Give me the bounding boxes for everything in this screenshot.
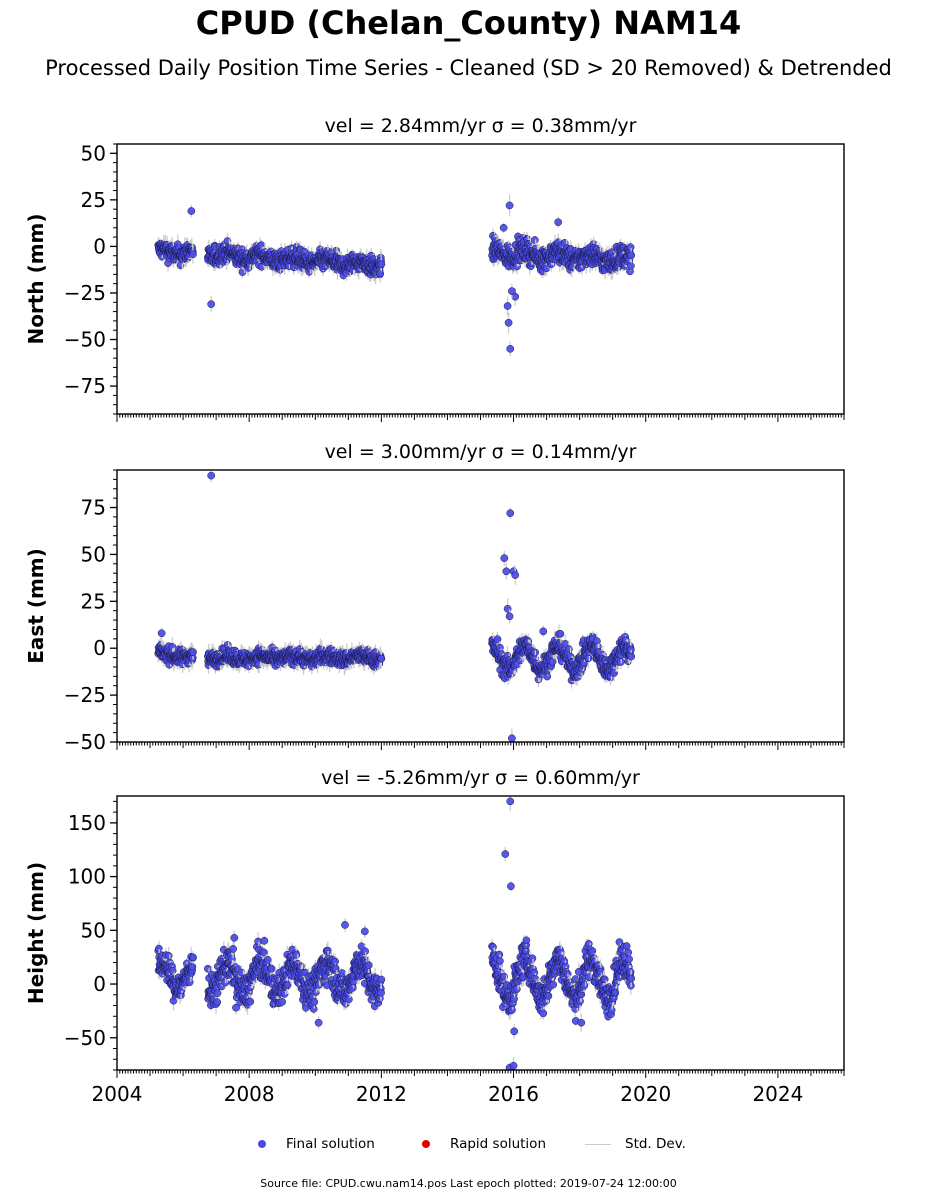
final-solution-point bbox=[508, 287, 516, 295]
data-layer bbox=[154, 194, 636, 357]
y-tick-label: 0 bbox=[93, 234, 106, 258]
final-solution-point bbox=[496, 643, 504, 652]
final-solution-point bbox=[554, 218, 563, 227]
final-solution-point bbox=[627, 251, 636, 260]
y-tick-label: −75 bbox=[64, 374, 106, 398]
final-solution-point bbox=[207, 300, 216, 308]
final-solution-point bbox=[565, 645, 573, 653]
y-tick-label: −25 bbox=[64, 281, 106, 305]
panel-title: vel = 2.84mm/yr σ = 0.38mm/yr bbox=[325, 115, 637, 137]
final-solution-point bbox=[503, 302, 512, 310]
figure-title: CPUD (Chelan_County) NAM14 bbox=[195, 4, 742, 42]
final-solution-point bbox=[539, 627, 548, 636]
final-solution-point bbox=[505, 201, 514, 210]
final-solution-point bbox=[506, 344, 515, 353]
final-solution-point bbox=[508, 734, 516, 742]
y-tick-label: −50 bbox=[64, 328, 106, 352]
final-solution-point bbox=[377, 260, 386, 269]
final-solution-point bbox=[627, 652, 636, 661]
final-solution-point bbox=[157, 629, 166, 638]
final-solution-point bbox=[189, 250, 197, 259]
y-axis-label: East (mm) bbox=[24, 548, 48, 664]
final-solution-point bbox=[556, 630, 565, 638]
final-solution-point bbox=[499, 223, 508, 232]
panel-title: vel = 3.00mm/yr σ = 0.14mm/yr bbox=[325, 441, 637, 463]
final-solution-point bbox=[500, 554, 509, 563]
final-solution-point bbox=[548, 657, 557, 666]
final-solution-point bbox=[189, 648, 197, 656]
data-layer bbox=[154, 470, 636, 742]
plot-frame bbox=[116, 143, 845, 415]
final-solution-point bbox=[530, 236, 539, 244]
final-solution-point bbox=[187, 207, 196, 215]
y-axis-label: North (mm) bbox=[24, 213, 48, 344]
final-solution-point bbox=[627, 262, 635, 270]
final-solution-point bbox=[505, 612, 514, 621]
figure-subtitle: Processed Daily Position Time Series - C… bbox=[45, 56, 892, 80]
final-solution-point bbox=[504, 318, 513, 327]
final-solution-point bbox=[207, 471, 216, 480]
final-solution-point bbox=[502, 567, 511, 576]
plot-frame bbox=[116, 469, 845, 743]
final-solution-point bbox=[511, 571, 520, 579]
y-tick-label: 50 bbox=[81, 141, 106, 165]
final-solution-point bbox=[377, 654, 386, 663]
y-tick-label: 25 bbox=[81, 188, 106, 212]
final-solution-point bbox=[376, 269, 385, 278]
final-solution-point bbox=[506, 509, 515, 517]
